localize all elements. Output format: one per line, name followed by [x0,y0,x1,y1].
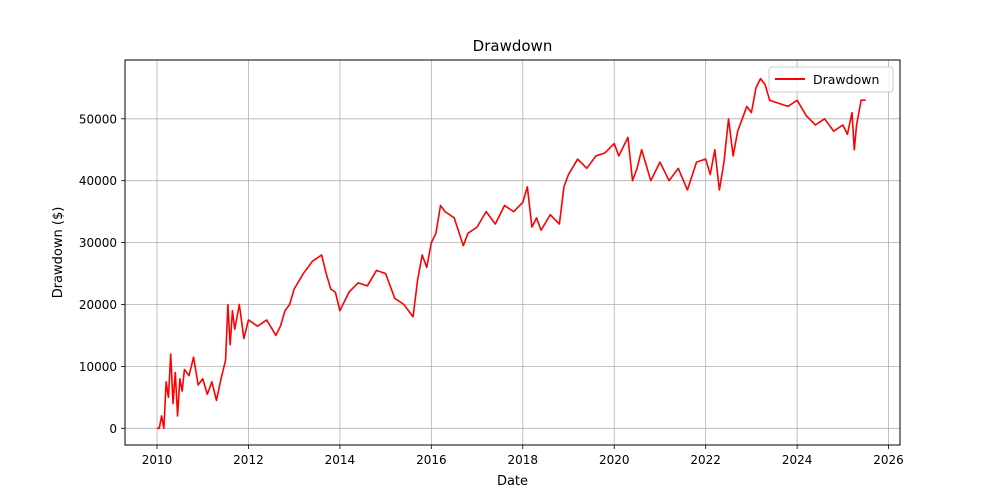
chart-title: Drawdown [473,37,553,55]
legend-box [768,66,894,93]
y-axis-title: Drawdown ($) [51,207,66,299]
y-tick-label: 40000 [79,174,117,188]
x-tick-label: 2020 [599,453,630,467]
plot-area-frame [124,59,901,446]
y-tick-label: 20000 [79,298,117,312]
series-layer [157,77,866,430]
x-tick-label: 2016 [416,453,447,467]
x-tick-label: 2026 [873,453,904,467]
y-tick-label: 30000 [79,236,117,250]
x-tick-label: 2024 [782,453,813,467]
series-line-drawdown [157,77,866,430]
x-axis-ticks: 2010 2012 2014 2016 2018 2020 2022 2024 2026 [142,445,904,467]
x-tick-label: 2022 [690,453,721,467]
legend-label-drawdown: Drawdown [813,72,879,87]
y-tick-label: 50000 [79,112,117,126]
x-tick-label: 2014 [325,453,356,467]
y-tick-label: 10000 [79,360,117,374]
legend: Drawdown [768,66,894,93]
x-tick-label: 2012 [233,453,264,467]
y-tick-label: 0 [109,422,117,436]
grid-lines [125,60,900,445]
x-tick-label: 2010 [142,453,173,467]
x-tick-label: 2018 [508,453,539,467]
y-axis-ticks: 0 10000 20000 30000 40000 50000 [79,112,125,436]
x-axis-title: Date [497,474,528,489]
